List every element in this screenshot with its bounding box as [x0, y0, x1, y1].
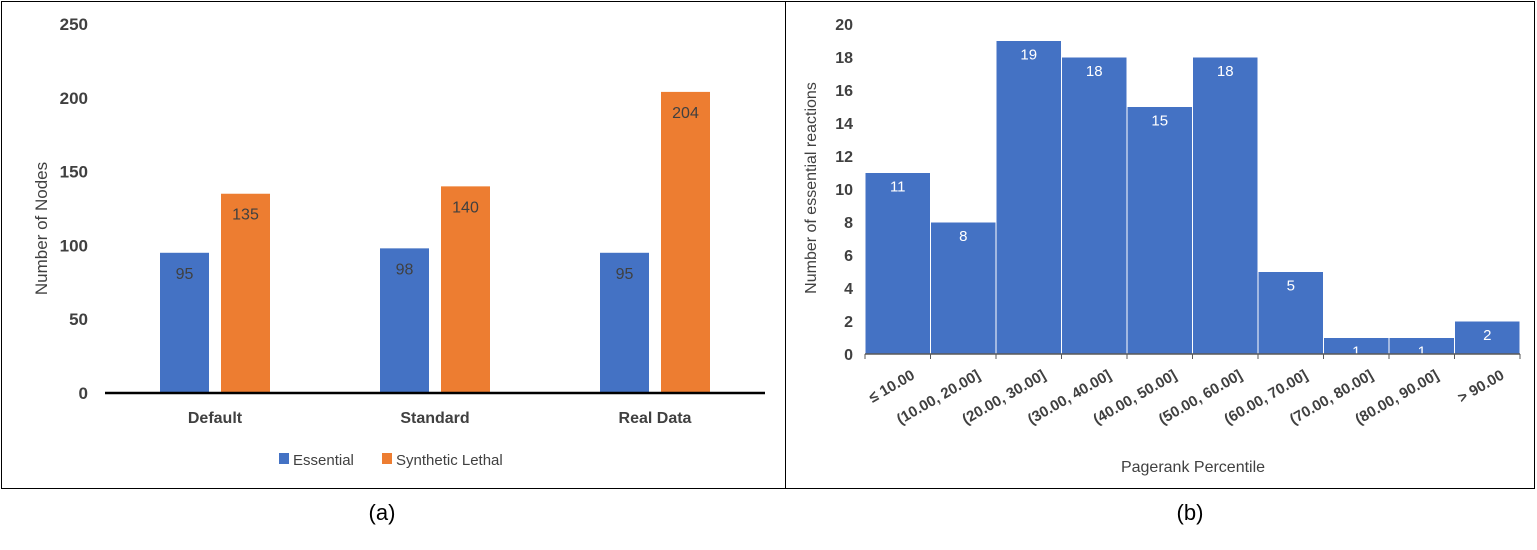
caption-a: (a)	[368, 500, 396, 525]
bar-a	[160, 252, 209, 393]
bar-a	[380, 248, 429, 393]
bar-value-label-a: 98	[396, 261, 414, 278]
y-tick-label-b: 2	[844, 314, 853, 331]
caption-b: (b)	[1176, 500, 1204, 525]
y-tick-label-a: 150	[60, 163, 88, 182]
histogram-bar-b	[1061, 56, 1128, 355]
x-tick-label-b: ≤ 10.00	[866, 367, 918, 407]
y-tick-label-b: 16	[835, 83, 853, 100]
x-tick-label-a: Default	[188, 410, 243, 427]
bar-value-label-b: 11	[890, 179, 906, 196]
legend-label-a: Synthetic Lethal	[396, 452, 503, 469]
x-tick-label-a: Standard	[400, 410, 469, 427]
y-tick-label-b: 6	[844, 248, 853, 265]
legend-swatch-a	[279, 453, 289, 464]
y-tick-label-a: 200	[60, 89, 88, 108]
y-tick-label-b: 0	[844, 347, 853, 364]
bar-value-label-b: 19	[1020, 47, 1037, 64]
y-tick-label-b: 20	[835, 17, 853, 34]
bar-a	[661, 91, 710, 394]
bar-value-label-b: 1	[1418, 344, 1426, 361]
bar-value-label-b: 18	[1086, 63, 1103, 80]
legend-swatch-a	[382, 453, 392, 464]
bar-value-label-a: 95	[176, 266, 194, 283]
x-axis-title-b: Pagerank Percentile	[1121, 459, 1265, 476]
bar-a	[221, 193, 270, 393]
y-tick-label-a: 100	[60, 236, 88, 255]
histogram-bar-b	[930, 221, 997, 355]
y-axis-title-b: Number of essential reactions	[803, 82, 820, 294]
y-tick-label-b: 8	[844, 215, 853, 232]
bar-value-label-a: 204	[672, 105, 699, 122]
bar-value-label-b: 5	[1287, 278, 1295, 295]
histogram-bar-b	[995, 40, 1062, 355]
y-tick-label-a: 250	[60, 15, 88, 34]
histogram-bar-b	[1192, 56, 1259, 355]
y-axis-title-a: Number of Nodes	[32, 162, 51, 295]
bar-value-label-b: 2	[1483, 327, 1491, 344]
histogram-bar-b	[1257, 271, 1324, 355]
histogram-bar-b	[1454, 320, 1521, 355]
bar-a	[600, 252, 649, 393]
y-tick-label-b: 4	[844, 281, 853, 298]
bar-value-label-a: 95	[616, 266, 634, 283]
y-tick-label-b: 18	[835, 50, 853, 67]
bar-a	[441, 186, 490, 393]
y-tick-label-a: 0	[79, 384, 88, 403]
legend-label-a: Essential	[293, 452, 354, 469]
bar-value-label-a: 135	[232, 207, 259, 224]
y-tick-label-b: 14	[835, 116, 853, 133]
bar-value-label-a: 140	[452, 199, 479, 216]
bar-value-label-b: 18	[1217, 63, 1234, 80]
x-tick-label-b: > 90.00	[1455, 367, 1507, 407]
y-tick-label-b: 10	[835, 182, 853, 199]
histogram-bar-b	[864, 172, 931, 355]
bar-value-label-b: 1	[1352, 344, 1360, 361]
bar-value-label-b: 15	[1151, 113, 1168, 130]
chart-panel-a	[1, 1, 786, 489]
y-tick-label-a: 50	[69, 310, 88, 329]
x-tick-label-a: Real Data	[619, 410, 692, 427]
y-tick-label-b: 12	[835, 149, 853, 166]
bar-value-label-b: 8	[959, 228, 967, 245]
histogram-bar-b	[1126, 106, 1193, 355]
